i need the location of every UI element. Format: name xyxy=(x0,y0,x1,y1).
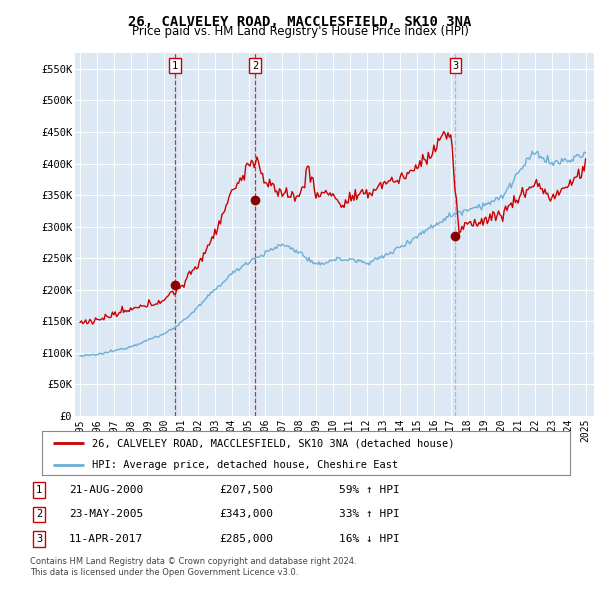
Text: This data is licensed under the Open Government Licence v3.0.: This data is licensed under the Open Gov… xyxy=(30,568,298,577)
Text: 23-MAY-2005: 23-MAY-2005 xyxy=(69,510,143,519)
Text: 3: 3 xyxy=(452,61,458,71)
Text: 16% ↓ HPI: 16% ↓ HPI xyxy=(339,535,400,544)
Text: £343,000: £343,000 xyxy=(219,510,273,519)
Text: 33% ↑ HPI: 33% ↑ HPI xyxy=(339,510,400,519)
Text: 2: 2 xyxy=(36,510,42,519)
Text: Contains HM Land Registry data © Crown copyright and database right 2024.: Contains HM Land Registry data © Crown c… xyxy=(30,558,356,566)
Text: 26, CALVELEY ROAD, MACCLESFIELD, SK10 3NA: 26, CALVELEY ROAD, MACCLESFIELD, SK10 3N… xyxy=(128,15,472,29)
Text: 1: 1 xyxy=(172,61,178,71)
Text: 11-APR-2017: 11-APR-2017 xyxy=(69,535,143,544)
Text: HPI: Average price, detached house, Cheshire East: HPI: Average price, detached house, Ches… xyxy=(92,460,398,470)
Text: 26, CALVELEY ROAD, MACCLESFIELD, SK10 3NA (detached house): 26, CALVELEY ROAD, MACCLESFIELD, SK10 3N… xyxy=(92,438,455,448)
Text: 59% ↑ HPI: 59% ↑ HPI xyxy=(339,485,400,494)
Text: 3: 3 xyxy=(36,535,42,544)
Text: £285,000: £285,000 xyxy=(219,535,273,544)
Text: 1: 1 xyxy=(36,485,42,494)
Text: Price paid vs. HM Land Registry's House Price Index (HPI): Price paid vs. HM Land Registry's House … xyxy=(131,25,469,38)
Text: £207,500: £207,500 xyxy=(219,485,273,494)
Text: 21-AUG-2000: 21-AUG-2000 xyxy=(69,485,143,494)
Text: 2: 2 xyxy=(252,61,258,71)
